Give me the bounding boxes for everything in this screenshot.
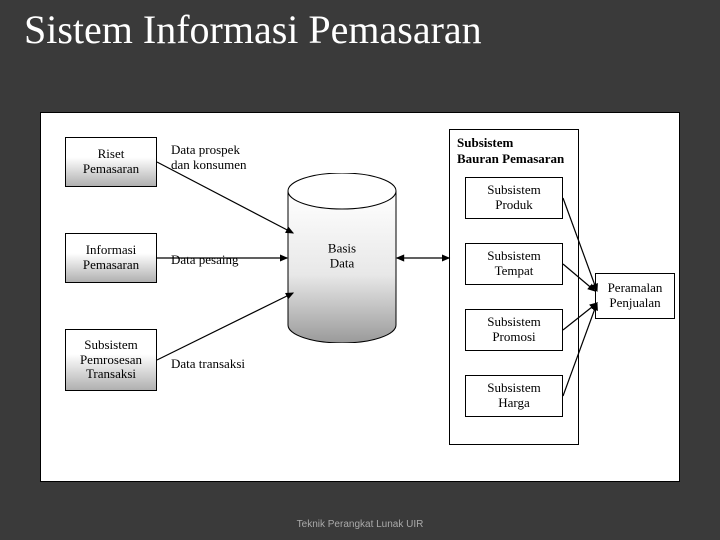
diagram-frame: RisetPemasaran InformasiPemasaran Subsis…	[40, 112, 680, 482]
slide-footer: Teknik Perangkat Lunak UIR	[297, 519, 424, 530]
slide-title: Sistem Informasi Pemasaran	[24, 8, 482, 52]
arrows-layer	[41, 113, 681, 483]
